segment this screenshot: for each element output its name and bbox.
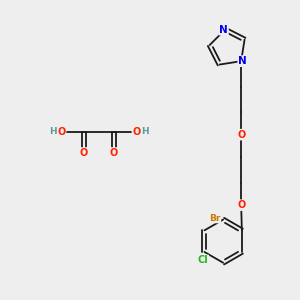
Text: O: O bbox=[237, 130, 245, 140]
Text: O: O bbox=[110, 148, 118, 158]
Text: H: H bbox=[49, 128, 57, 136]
Text: O: O bbox=[237, 200, 245, 210]
Text: N: N bbox=[219, 25, 228, 34]
Text: Cl: Cl bbox=[198, 255, 208, 266]
Text: O: O bbox=[57, 127, 66, 137]
Text: O: O bbox=[80, 148, 88, 158]
Text: H: H bbox=[141, 128, 149, 136]
Text: O: O bbox=[132, 127, 141, 137]
Text: N: N bbox=[238, 56, 247, 66]
Text: Br: Br bbox=[209, 214, 220, 223]
